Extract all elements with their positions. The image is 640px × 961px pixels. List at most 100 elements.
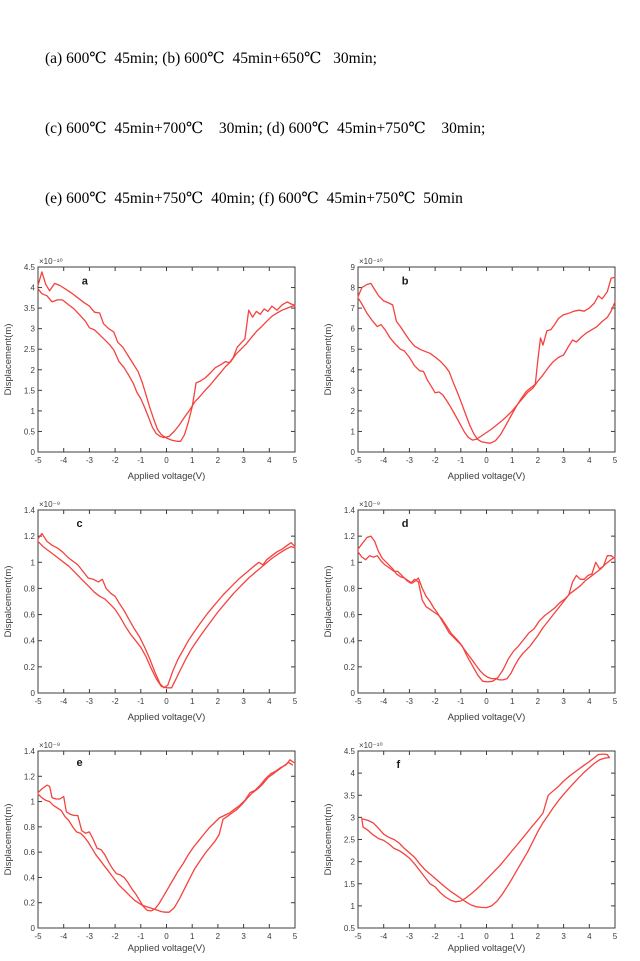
y-axis-tick-label: 3 bbox=[351, 813, 356, 822]
y-axis-tick-label: 0.5 bbox=[344, 924, 356, 933]
x-axis-tick-label: -5 bbox=[34, 697, 42, 706]
x-axis-tick-label: -4 bbox=[380, 932, 388, 941]
x-axis-tick-label: -2 bbox=[112, 697, 120, 706]
x-axis-tick-label: 1 bbox=[190, 932, 195, 941]
subplot-letter: e bbox=[77, 757, 83, 769]
x-axis-tick-label: -2 bbox=[112, 456, 120, 465]
subplot-f: -5 -4 -3 -2 -1 0 1 2 3 4 5 0.5 1 1.5 2 2.5 3 3.5 4 4.5 ×10⁻¹… bbox=[320, 738, 640, 961]
y-axis-tick-label: 0 bbox=[31, 448, 36, 457]
y-axis-tick-label: 0 bbox=[351, 448, 356, 457]
series-line-sweep-1 bbox=[361, 756, 610, 909]
figure-caption: (a) 600℃ 45min; (b) 600℃ 45min+650℃ 30mi… bbox=[0, 0, 640, 252]
y-axis-tick-label: 1.2 bbox=[344, 532, 356, 541]
y-axis-tick-label: 1.2 bbox=[24, 532, 36, 541]
x-axis-tick-label: -1 bbox=[137, 932, 145, 941]
y-axis-tick-label: 1 bbox=[31, 798, 36, 807]
series-line-sweep-2 bbox=[361, 753, 610, 903]
y-axis-tick-label: 4 bbox=[351, 769, 356, 778]
subplot-c: -5 -4 -3 -2 -1 0 1 2 3 4 5 0 0.2 0.4 0.6 0.8 1 1.2 1.4 ×10⁻… bbox=[0, 497, 320, 738]
caption-line-2: (c) 600℃ 45min+700℃ 30min; (d) 600℃ 45mi… bbox=[45, 120, 486, 137]
x-axis-tick-label: -1 bbox=[137, 697, 145, 706]
series-line-sweep-2 bbox=[357, 297, 616, 441]
x-axis-tick-label: 3 bbox=[241, 456, 246, 465]
y-axis-tick-label: 0.2 bbox=[24, 663, 36, 672]
y-axis-label: Displacement(m) bbox=[323, 804, 334, 876]
x-axis-tick-label: -4 bbox=[60, 932, 68, 941]
x-axis-tick-label: -3 bbox=[406, 697, 414, 706]
y-axis-tick-label: 0.6 bbox=[344, 611, 356, 620]
series-line-sweep-1 bbox=[37, 532, 296, 689]
x-axis-tick-label: 3 bbox=[241, 697, 246, 706]
subplot-letter: c bbox=[77, 518, 83, 530]
y-axis-tick-label: 4 bbox=[31, 284, 36, 293]
x-axis-tick-label: -1 bbox=[457, 456, 465, 465]
x-axis-tick-label: 5 bbox=[613, 697, 618, 706]
x-axis-label: Applied voltage(V) bbox=[128, 471, 206, 482]
x-axis-tick-label: -1 bbox=[137, 456, 145, 465]
x-axis-tick-label: -1 bbox=[457, 932, 465, 941]
x-axis-tick-label: 2 bbox=[216, 697, 221, 706]
series-line-sweep-1 bbox=[37, 759, 295, 912]
y-axis-tick-label: 5 bbox=[351, 345, 356, 354]
x-axis-label: Applied voltage(V) bbox=[448, 712, 526, 723]
y-axis-tick-label: 2.5 bbox=[24, 345, 36, 354]
series-line-sweep-2 bbox=[357, 535, 616, 681]
subplot-letter: a bbox=[82, 275, 89, 287]
y-axis-tick-label: 0.5 bbox=[24, 427, 36, 436]
x-axis-tick-label: -5 bbox=[354, 456, 362, 465]
x-axis-label: Applied voltage(V) bbox=[128, 712, 206, 723]
y-axis-tick-label: 0.8 bbox=[24, 823, 36, 832]
x-axis-tick-label: 4 bbox=[267, 697, 272, 706]
series-line-sweep-1 bbox=[37, 271, 296, 442]
x-axis-tick-label: 1 bbox=[190, 697, 195, 706]
x-axis-tick-label: 1 bbox=[510, 456, 515, 465]
y-axis-label: Displacement(m) bbox=[323, 324, 334, 396]
x-axis-tick-label: 2 bbox=[536, 697, 541, 706]
subplot-letter: b bbox=[402, 275, 409, 287]
y-axis-tick-label: 6 bbox=[351, 325, 356, 334]
y-axis-tick-label: 0.2 bbox=[24, 899, 36, 908]
x-axis-tick-label: -4 bbox=[380, 697, 388, 706]
x-axis-tick-label: 0 bbox=[164, 697, 169, 706]
series-line-sweep-2 bbox=[37, 761, 294, 913]
x-axis-tick-label: -2 bbox=[432, 456, 440, 465]
series-line-sweep-1 bbox=[357, 276, 616, 444]
x-axis-tick-label: 1 bbox=[190, 456, 195, 465]
x-axis-tick-label: 3 bbox=[561, 932, 566, 941]
y-axis-tick-label: 1.2 bbox=[24, 772, 36, 781]
y-axis-tick-label: 4.5 bbox=[24, 263, 36, 272]
axis-exponent-label: ×10⁻¹⁰ bbox=[359, 257, 383, 266]
axis-box bbox=[357, 750, 616, 929]
subplot-e: -5 -4 -3 -2 -1 0 1 2 3 4 5 0 0.2 0.4 0.6 0.8 1 1.2 1.4 ×10⁻… bbox=[0, 738, 320, 961]
y-axis-tick-label: 1.4 bbox=[344, 506, 356, 515]
y-axis-tick-label: 2.5 bbox=[344, 836, 356, 845]
x-axis-tick-label: 0 bbox=[484, 697, 489, 706]
caption-line-1: (a) 600℃ 45min; (b) 600℃ 45min+650℃ 30mi… bbox=[45, 50, 377, 67]
subplot-a: -5 -4 -3 -2 -1 0 1 2 3 4 5 0 0.5 1 1.5 2 2.5 3 3.5 4 4.5 ×10⁻… bbox=[0, 254, 320, 497]
x-axis-tick-label: -3 bbox=[86, 456, 94, 465]
y-axis-tick-label: 3.5 bbox=[344, 791, 356, 800]
y-axis-tick-label: 3.5 bbox=[24, 304, 36, 313]
x-axis-tick-label: 2 bbox=[536, 456, 541, 465]
axis-exponent-label: ×10⁻⁹ bbox=[359, 500, 380, 509]
x-axis-tick-label: 5 bbox=[293, 456, 298, 465]
x-axis-tick-label: 0 bbox=[164, 932, 169, 941]
subplot-grid: -5 -4 -3 -2 -1 0 1 2 3 4 5 0 0.5 1 1.5 2 2.5 3 3.5 4 4.5 ×10⁻… bbox=[0, 254, 640, 961]
y-axis-tick-label: 1 bbox=[351, 427, 356, 436]
x-axis-tick-label: 5 bbox=[613, 456, 618, 465]
subplot-b: -5 -4 -3 -2 -1 0 1 2 3 4 5 0 1 2 3 4 5 6 7 8 9 ×10⁻¹⁰ Applied … bbox=[320, 254, 640, 497]
x-axis-tick-label: -5 bbox=[34, 456, 42, 465]
x-axis-tick-label: 0 bbox=[484, 932, 489, 941]
axis-box bbox=[357, 509, 616, 694]
y-axis-tick-label: 4.5 bbox=[344, 747, 356, 756]
x-axis-tick-label: 0 bbox=[484, 456, 489, 465]
subplot-d: -5 -4 -3 -2 -1 0 1 2 3 4 5 0 0.2 0.4 0.6 0.8 1 1.2 1.4 ×10⁻… bbox=[320, 497, 640, 738]
x-axis-tick-label: -2 bbox=[432, 932, 440, 941]
y-axis-tick-label: 0 bbox=[31, 689, 36, 698]
y-axis-label: Displacement(m) bbox=[3, 324, 14, 396]
axis-exponent-label: ×10⁻¹⁰ bbox=[359, 741, 383, 750]
chart-canvas-c: -5 -4 -3 -2 -1 0 1 2 3 4 5 0 0.2 0.4 0.6 0.8 1 1.2 1.4×10⁻… bbox=[3, 500, 298, 723]
x-axis-tick-label: 3 bbox=[561, 456, 566, 465]
x-axis-tick-label: 3 bbox=[561, 697, 566, 706]
